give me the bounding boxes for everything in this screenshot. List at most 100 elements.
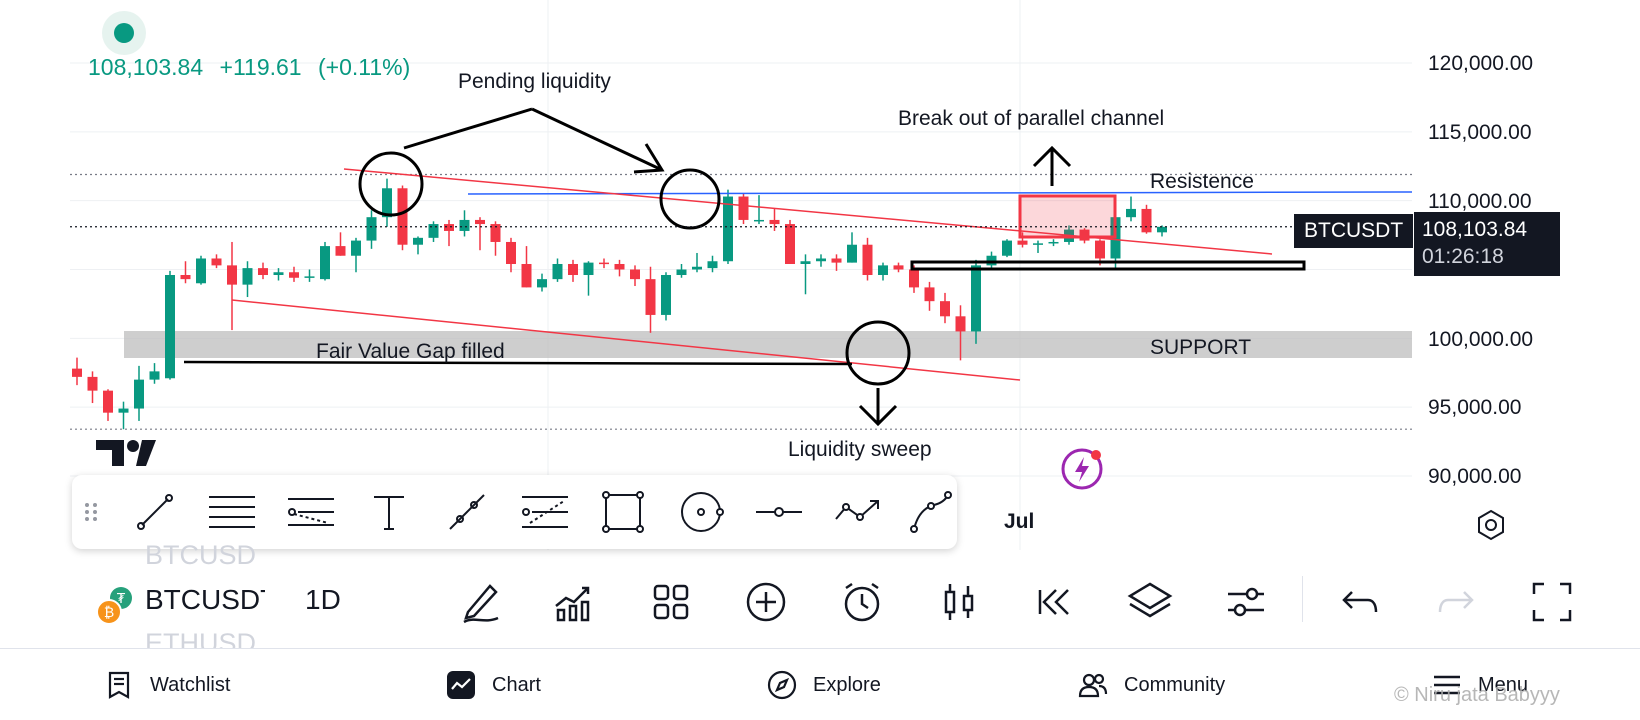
candle-body	[1157, 226, 1167, 233]
candles-layer	[72, 178, 1167, 430]
y-tick-label: 115,000.00	[1428, 121, 1532, 144]
horizontal-ray-icon[interactable]	[752, 485, 806, 539]
pending-arrow-right[interactable]	[531, 107, 663, 172]
ray-tool-icon[interactable]	[440, 485, 494, 539]
svg-text:₮: ₮	[117, 592, 126, 607]
redo-icon[interactable]	[1430, 576, 1482, 628]
candle-body	[304, 276, 315, 278]
sweep-circle[interactable]	[845, 320, 911, 386]
candle-body	[258, 268, 268, 276]
candle-body	[1017, 240, 1028, 245]
replay-icon[interactable]	[1030, 576, 1082, 628]
sweep-arrow-head	[858, 404, 898, 427]
pencil-icon[interactable]	[454, 576, 506, 628]
drawing-toolbar	[72, 475, 957, 549]
candle-body	[738, 196, 749, 220]
candle-body	[1048, 241, 1059, 244]
breakout-box[interactable]	[1018, 194, 1117, 239]
candle-body	[149, 371, 160, 380]
nav-explore[interactable]: Explore	[767, 667, 881, 703]
channel-upper-line[interactable]	[343, 168, 1273, 255]
fullscreen-icon[interactable]	[1526, 576, 1578, 628]
layouts-icon[interactable]	[645, 576, 697, 628]
resistance-label[interactable]: Resistence	[1150, 170, 1254, 193]
price-countdown-tag: 108,103.84 01:26:18	[1414, 212, 1560, 276]
pitchfork-icon[interactable]	[284, 485, 338, 539]
flash-indicator-icon[interactable]	[1061, 448, 1103, 490]
candle-body	[599, 262, 609, 265]
symbol-prev[interactable]: BTCUSD	[145, 540, 257, 570]
community-icon	[1078, 673, 1108, 698]
text-tool-icon[interactable]	[362, 485, 416, 539]
add-icon[interactable]	[740, 576, 792, 628]
candle-body	[475, 219, 485, 225]
candles-icon[interactable]	[934, 576, 986, 628]
pending-arrow-left[interactable]	[403, 107, 533, 150]
resistance-line[interactable]	[467, 191, 1413, 195]
liquidity-circle-1[interactable]	[358, 151, 424, 217]
symbol-current[interactable]: BTCUSDT	[145, 584, 265, 615]
nav-community[interactable]: Community	[1078, 667, 1225, 703]
candle-body	[661, 275, 671, 315]
channel-lower-line[interactable]	[231, 299, 1021, 381]
watchlist-icon	[108, 671, 130, 699]
chart-icon	[447, 671, 475, 699]
candle-body	[1126, 208, 1136, 218]
sweep-label[interactable]: Liquidity sweep	[788, 438, 932, 461]
toolbar-divider	[1302, 576, 1303, 622]
candle-body	[862, 244, 873, 276]
circle-tool-icon[interactable]	[674, 485, 728, 539]
candle-body	[831, 258, 842, 263]
trend-line-icon[interactable]	[128, 485, 182, 539]
settings-sliders-icon[interactable]	[1220, 576, 1272, 628]
horizontal-lines-icon[interactable]	[205, 485, 259, 539]
alert-clock-icon[interactable]	[836, 576, 888, 628]
y-tick-label: 120,000.00	[1428, 52, 1534, 75]
candle-body	[800, 261, 811, 264]
candle-body	[382, 188, 392, 218]
candle-body	[676, 269, 687, 276]
candle-body	[878, 265, 888, 276]
support-label[interactable]: SUPPORT	[1150, 336, 1252, 359]
candle-body	[707, 261, 718, 269]
range-box[interactable]	[910, 260, 1306, 271]
y-tick-label: 110,000.00	[1428, 190, 1532, 213]
candle-body	[754, 219, 764, 222]
nav-menu[interactable]: Menu	[1432, 667, 1528, 703]
svg-text:₿: ₿	[104, 605, 114, 621]
interval-selector[interactable]: 1D	[305, 584, 341, 615]
breakout-label[interactable]: Break out of parallel channel	[898, 107, 1165, 130]
candle-body	[692, 266, 702, 270]
candle-body	[351, 240, 361, 256]
candle-body	[552, 263, 563, 280]
liquidity-circle-2[interactable]	[659, 168, 721, 230]
nav-chart[interactable]: Chart	[446, 667, 541, 703]
drag-handle-icon[interactable]	[78, 485, 106, 539]
fib-retracement-icon[interactable]	[518, 485, 572, 539]
curve-tool-icon[interactable]	[904, 485, 958, 539]
indicators-icon[interactable]	[548, 576, 600, 628]
undo-icon[interactable]	[1334, 576, 1386, 628]
pending-liquidity-label[interactable]: Pending liquidity	[458, 70, 611, 93]
rectangle-tool-icon[interactable]	[596, 485, 650, 539]
x-axis-month-label: Jul	[1004, 510, 1035, 533]
candle-body	[227, 265, 237, 285]
candle-body	[1141, 208, 1152, 233]
layers-icon[interactable]	[1124, 576, 1176, 628]
fvg-line[interactable]	[183, 360, 853, 366]
candle-body	[614, 263, 625, 270]
candle-body	[893, 265, 904, 270]
path-tool-icon[interactable]	[830, 485, 884, 539]
nav-watchlist[interactable]: Watchlist	[104, 667, 230, 703]
support-zone[interactable]	[124, 331, 1412, 358]
last-price: 108,103.84	[88, 54, 204, 80]
candle-body	[1002, 240, 1012, 256]
candle-body	[583, 262, 594, 276]
candle-body	[273, 272, 284, 276]
symbol-next[interactable]: ETHUSD	[145, 628, 257, 648]
chart-settings-icon[interactable]	[1474, 508, 1508, 542]
fvg-label[interactable]: Fair Value Gap filled	[316, 340, 505, 363]
y-tick-label: 95,000.00	[1428, 396, 1522, 419]
bar-countdown: 01:26:18	[1422, 245, 1504, 268]
